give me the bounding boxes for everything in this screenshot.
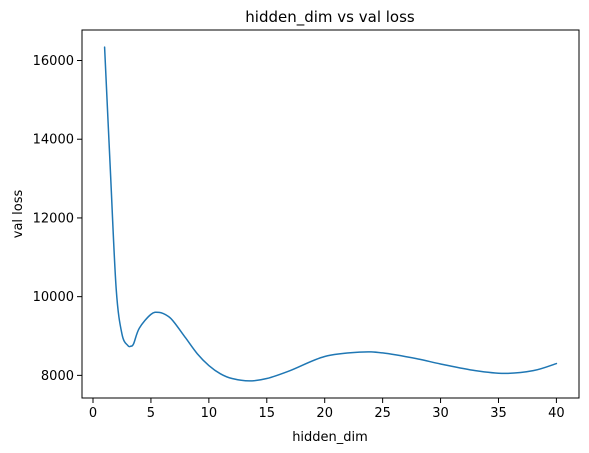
x-tick-label: 20 bbox=[316, 406, 333, 421]
x-tick-label: 35 bbox=[490, 406, 507, 421]
y-tick-label: 14000 bbox=[33, 133, 74, 148]
x-tick-label: 40 bbox=[548, 406, 565, 421]
plot-area bbox=[103, 46, 558, 382]
plot-frame bbox=[81, 29, 580, 399]
x-tick-label: 10 bbox=[201, 406, 218, 421]
x-axis-label: hidden_dim bbox=[292, 430, 368, 445]
x-tick-label: 25 bbox=[374, 406, 391, 421]
y-axis-label: val loss bbox=[11, 190, 26, 239]
y-tick-label: 16000 bbox=[33, 54, 74, 69]
y-tick-label: 12000 bbox=[33, 211, 74, 226]
y-tick-label: 10000 bbox=[33, 290, 74, 305]
x-axis-ticks: 0 5 10 15 20 25 30 35 40 bbox=[89, 398, 565, 421]
x-tick-label: 15 bbox=[259, 406, 276, 421]
x-tick-label: 0 bbox=[89, 406, 97, 421]
series-line bbox=[103, 46, 558, 382]
x-tick-label: 5 bbox=[147, 406, 155, 421]
y-axis-ticks: 8000 10000 12000 14000 16000 bbox=[33, 54, 82, 384]
chart-title: hidden_dim vs val loss bbox=[245, 8, 415, 27]
x-tick-label: 30 bbox=[432, 406, 449, 421]
y-tick-label: 8000 bbox=[41, 369, 74, 384]
